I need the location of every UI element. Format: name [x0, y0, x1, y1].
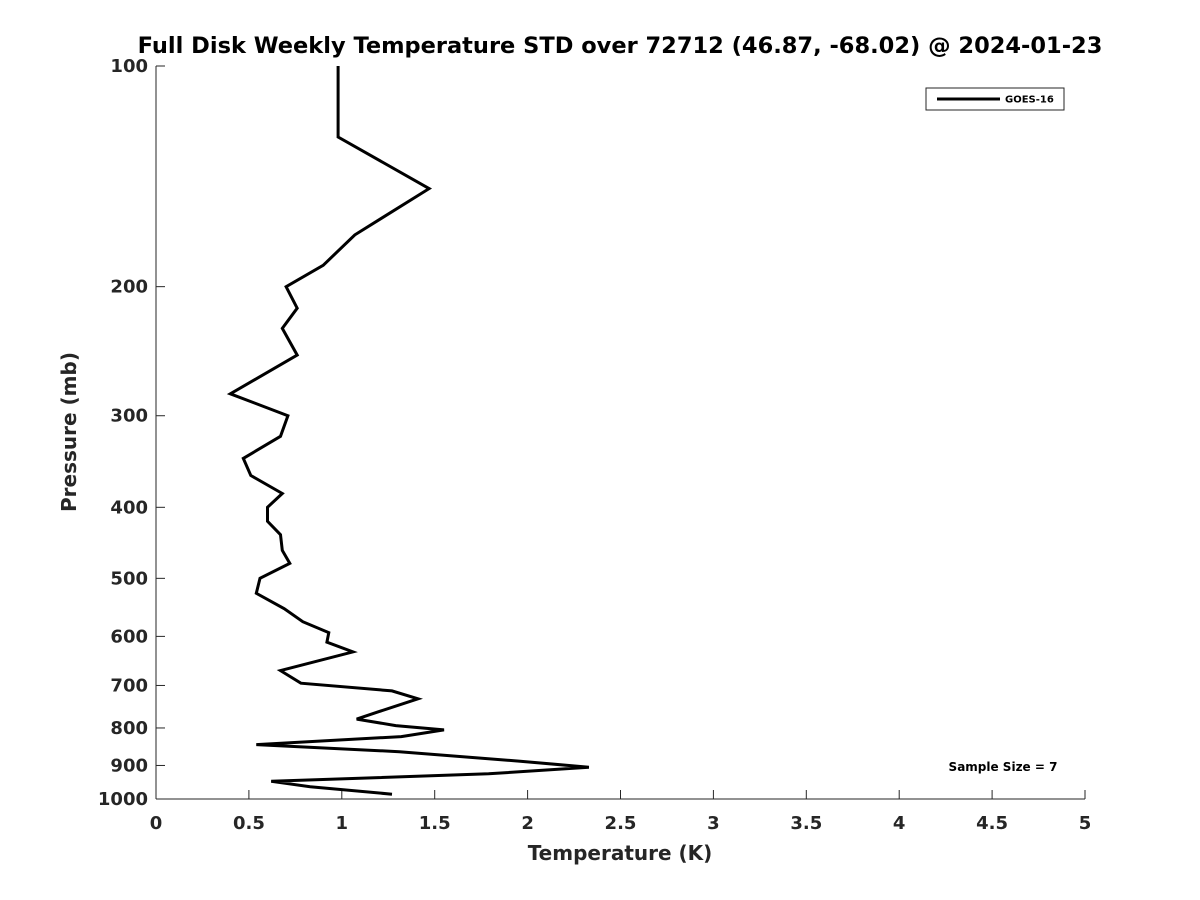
y-tick-label: 400 — [110, 497, 148, 518]
legend: GOES-16 — [925, 87, 1065, 111]
legend-label: GOES-16 — [1005, 95, 1054, 106]
y-axis-label: Pressure (mb) — [57, 352, 81, 512]
y-tick-label: 600 — [110, 626, 148, 647]
x-tick-label: 5 — [1079, 813, 1092, 834]
x-tick-label: 1 — [336, 813, 349, 834]
series-lines — [226, 66, 590, 796]
y-tick-label: 200 — [110, 277, 148, 298]
x-tick-label: 4.5 — [976, 813, 1008, 834]
series-line-goes-16 — [226, 66, 590, 796]
sample-size-annotation: Sample Size = 7 — [949, 760, 1058, 774]
x-tick-label: 0 — [150, 813, 163, 834]
x-tick-label: 0.5 — [233, 813, 265, 834]
x-tick-label: 4 — [893, 813, 906, 834]
x-axis-ticks: 0 0.5 1 1.5 2 2.5 3 3.5 4 4.5 5 — [150, 790, 1092, 834]
y-axis-ticks: 100 200 300 400 500 600 700 800 900 1000 — [98, 56, 165, 810]
y-tick-label: 500 — [110, 568, 148, 589]
y-tick-label: 700 — [110, 675, 148, 696]
chart-title: Full Disk Weekly Temperature STD over 72… — [138, 33, 1103, 59]
y-tick-label: 300 — [110, 406, 148, 427]
y-tick-label: 1000 — [98, 789, 148, 810]
x-tick-label: 1.5 — [419, 813, 451, 834]
x-tick-label: 3 — [707, 813, 720, 834]
y-tick-label: 100 — [110, 56, 148, 77]
x-tick-label: 2 — [521, 813, 534, 834]
y-tick-label: 900 — [110, 755, 148, 776]
x-tick-label: 2.5 — [605, 813, 637, 834]
y-tick-label: 800 — [110, 718, 148, 739]
x-tick-label: 3.5 — [790, 813, 822, 834]
x-axis-label: Temperature (K) — [528, 841, 713, 865]
